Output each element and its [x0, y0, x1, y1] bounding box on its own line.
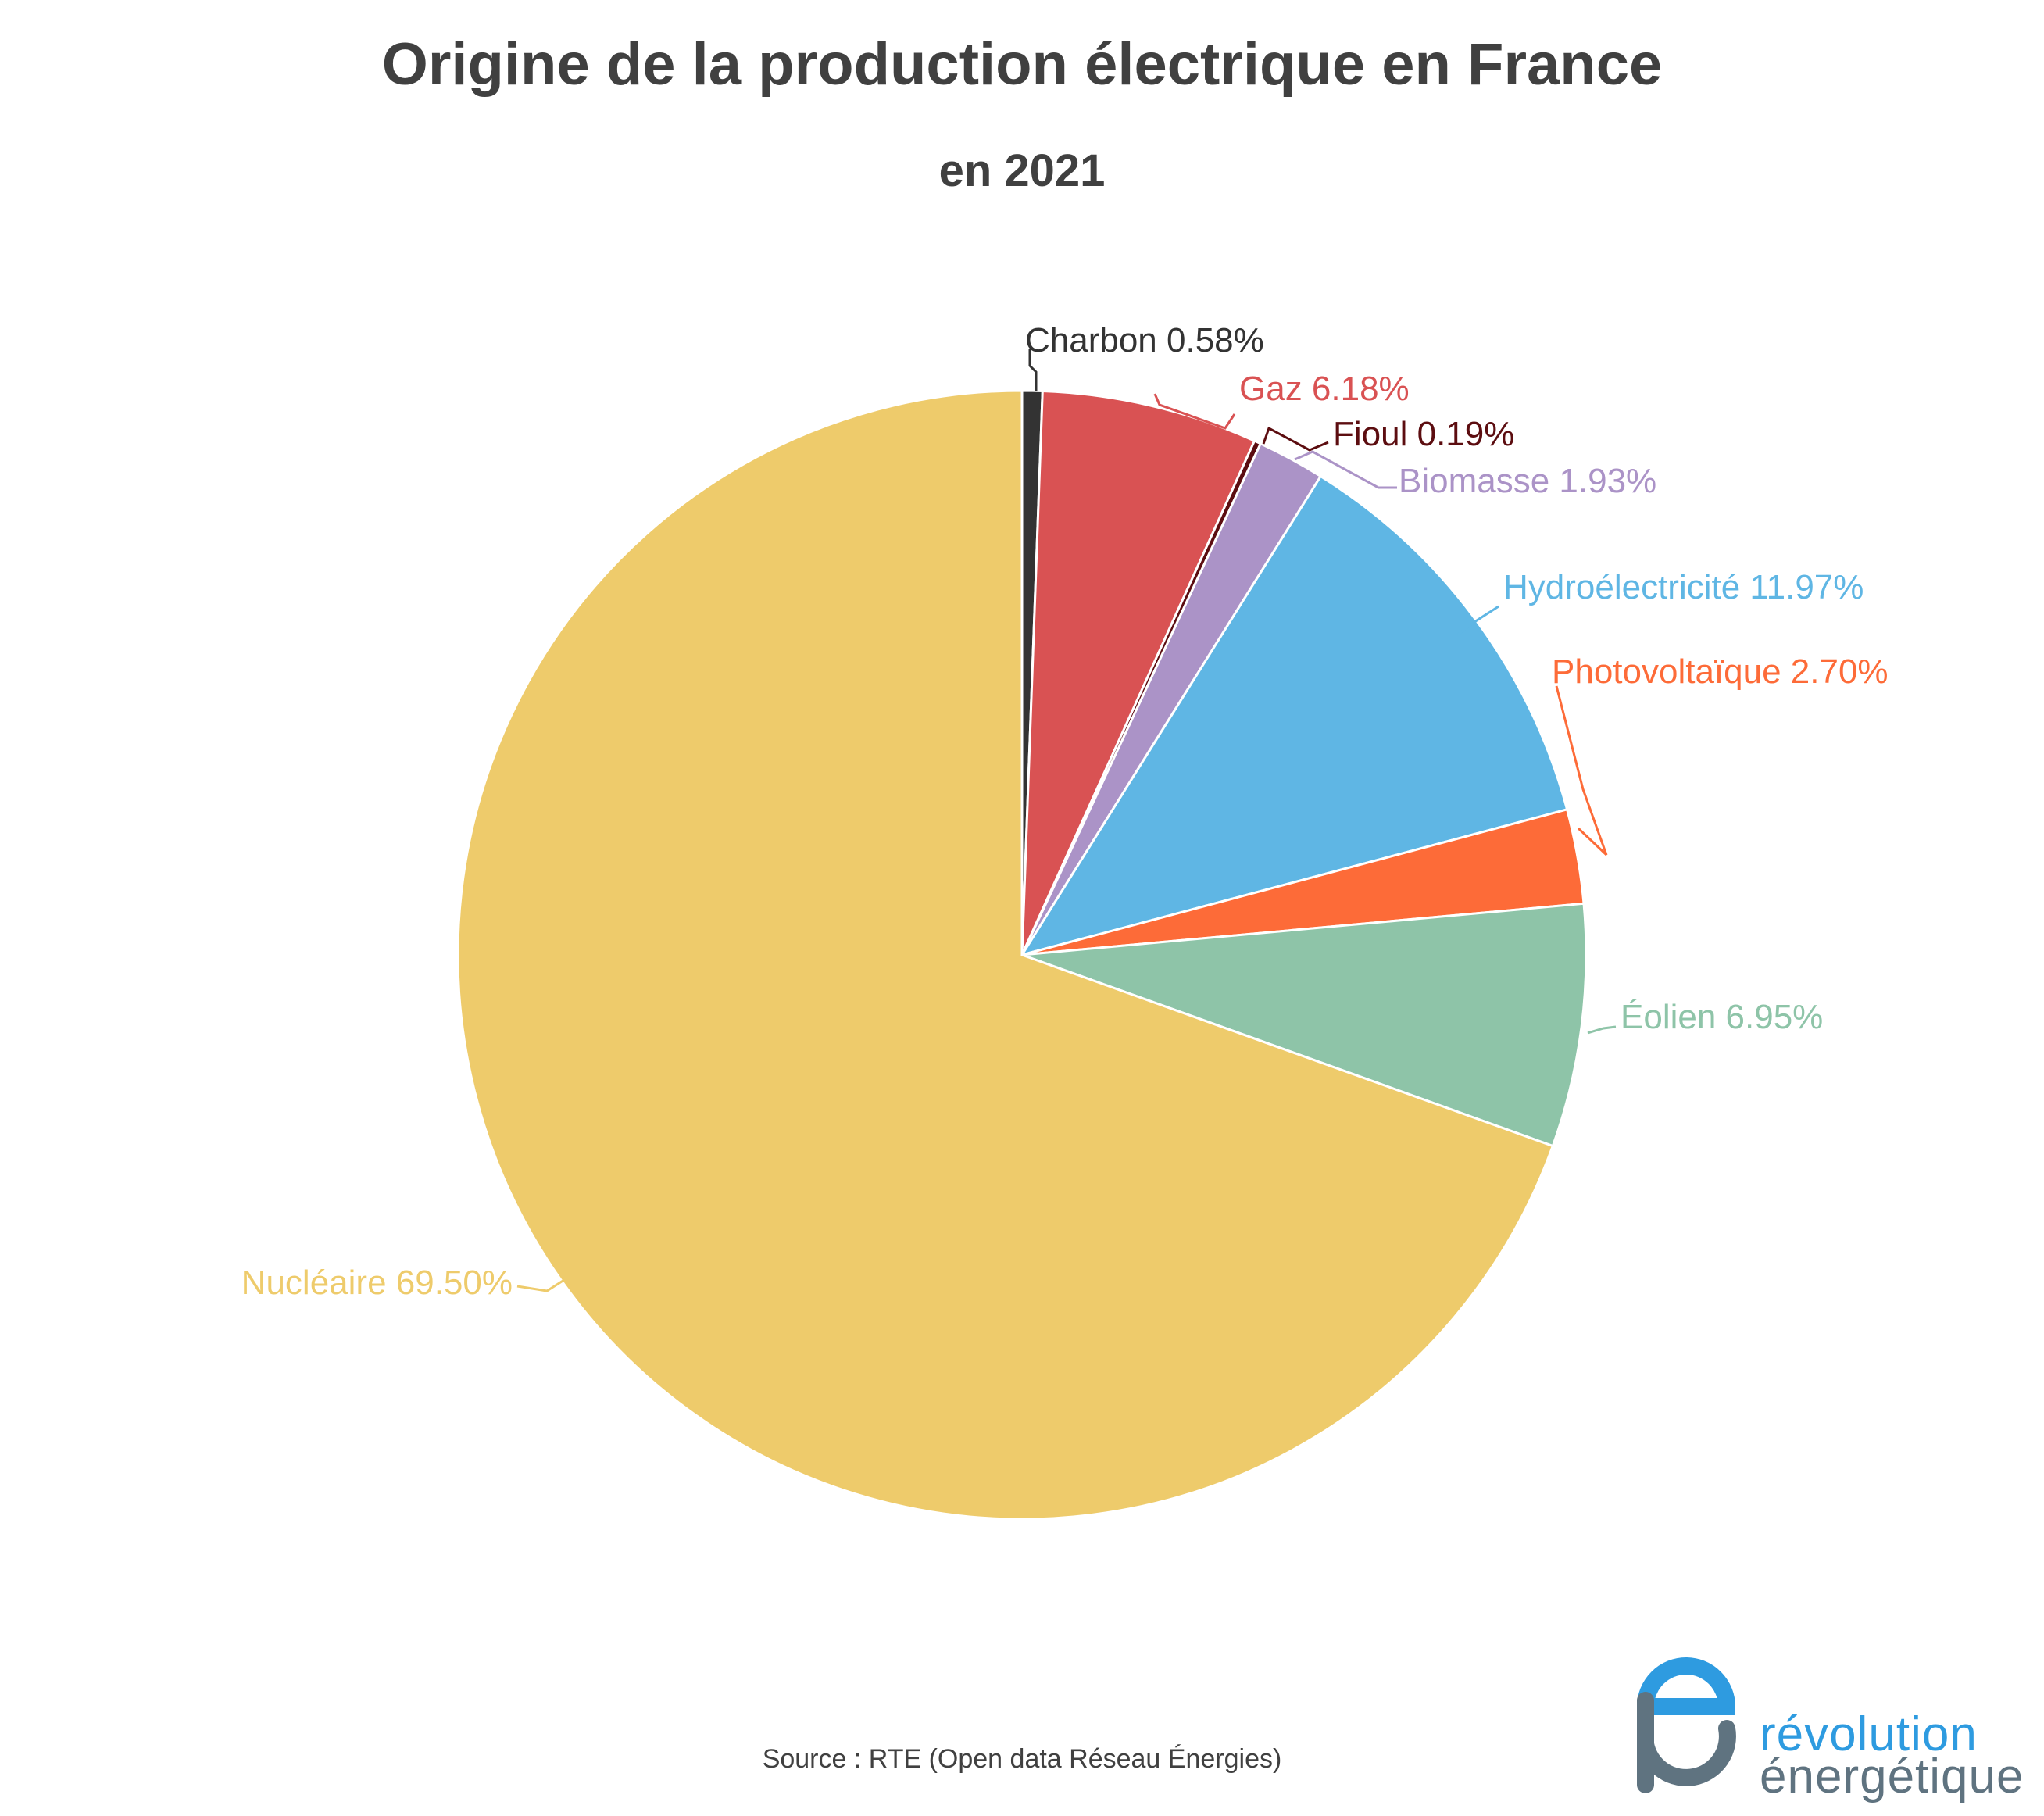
pie-slice-gaz [1020, 389, 1256, 956]
pie-slice-hydroélectricité [1019, 474, 1569, 957]
slice-label-biomasse: Biomasse 1.93% [1399, 462, 1656, 500]
chart-subtitle: en 2021 [939, 145, 1106, 196]
slice-label-éolien: Éolien 6.95% [1621, 998, 1823, 1036]
slice-label-fioul: Fioul 0.19% [1333, 415, 1514, 453]
leader-line-photovoltaïque [1555, 685, 1608, 856]
pie-slice-éolien [1021, 902, 1588, 1148]
pie-slice-nucléaire [456, 389, 1555, 1521]
logo-text-line2: énergétique [1760, 1750, 2024, 1803]
slice-label-photovoltaïque: Photovoltaïque 2.70% [1552, 652, 1889, 691]
chart-title: Origine de la production électrique en F… [382, 31, 1663, 98]
slice-label-gaz: Gaz 6.18% [1239, 370, 1410, 408]
leader-line-nucléaire [516, 1278, 565, 1292]
slice-label-nucléaire: Nucléaire 69.50% [241, 1264, 513, 1302]
leader-line-éolien [1587, 1025, 1617, 1035]
leader-line-hydroélectricité [1457, 605, 1499, 636]
leader-line-fioul [1262, 426, 1329, 452]
slice-label-hydroélectricité: Hydroélectricité 11.97% [1503, 568, 1864, 606]
leader-line-biomasse [1294, 450, 1397, 489]
pie-slices [456, 389, 1588, 1521]
source-note: Source : RTE (Open data Réseau Énergies) [763, 1744, 1282, 1774]
brand-logo: révolution énergétique [1637, 1657, 2024, 1803]
leader-line-gaz [1153, 393, 1236, 430]
slice-labels: Charbon 0.58% Gaz 6.18% Fioul 0.19% Biomass… [241, 321, 1889, 1302]
logo-e-icon [1637, 1657, 1736, 1793]
leader-line-charbon [1028, 349, 1038, 391]
logo-text-line1: révolution [1760, 1707, 1978, 1761]
label-leaders [516, 349, 1617, 1292]
slice-label-charbon: Charbon 0.58% [1025, 321, 1264, 359]
